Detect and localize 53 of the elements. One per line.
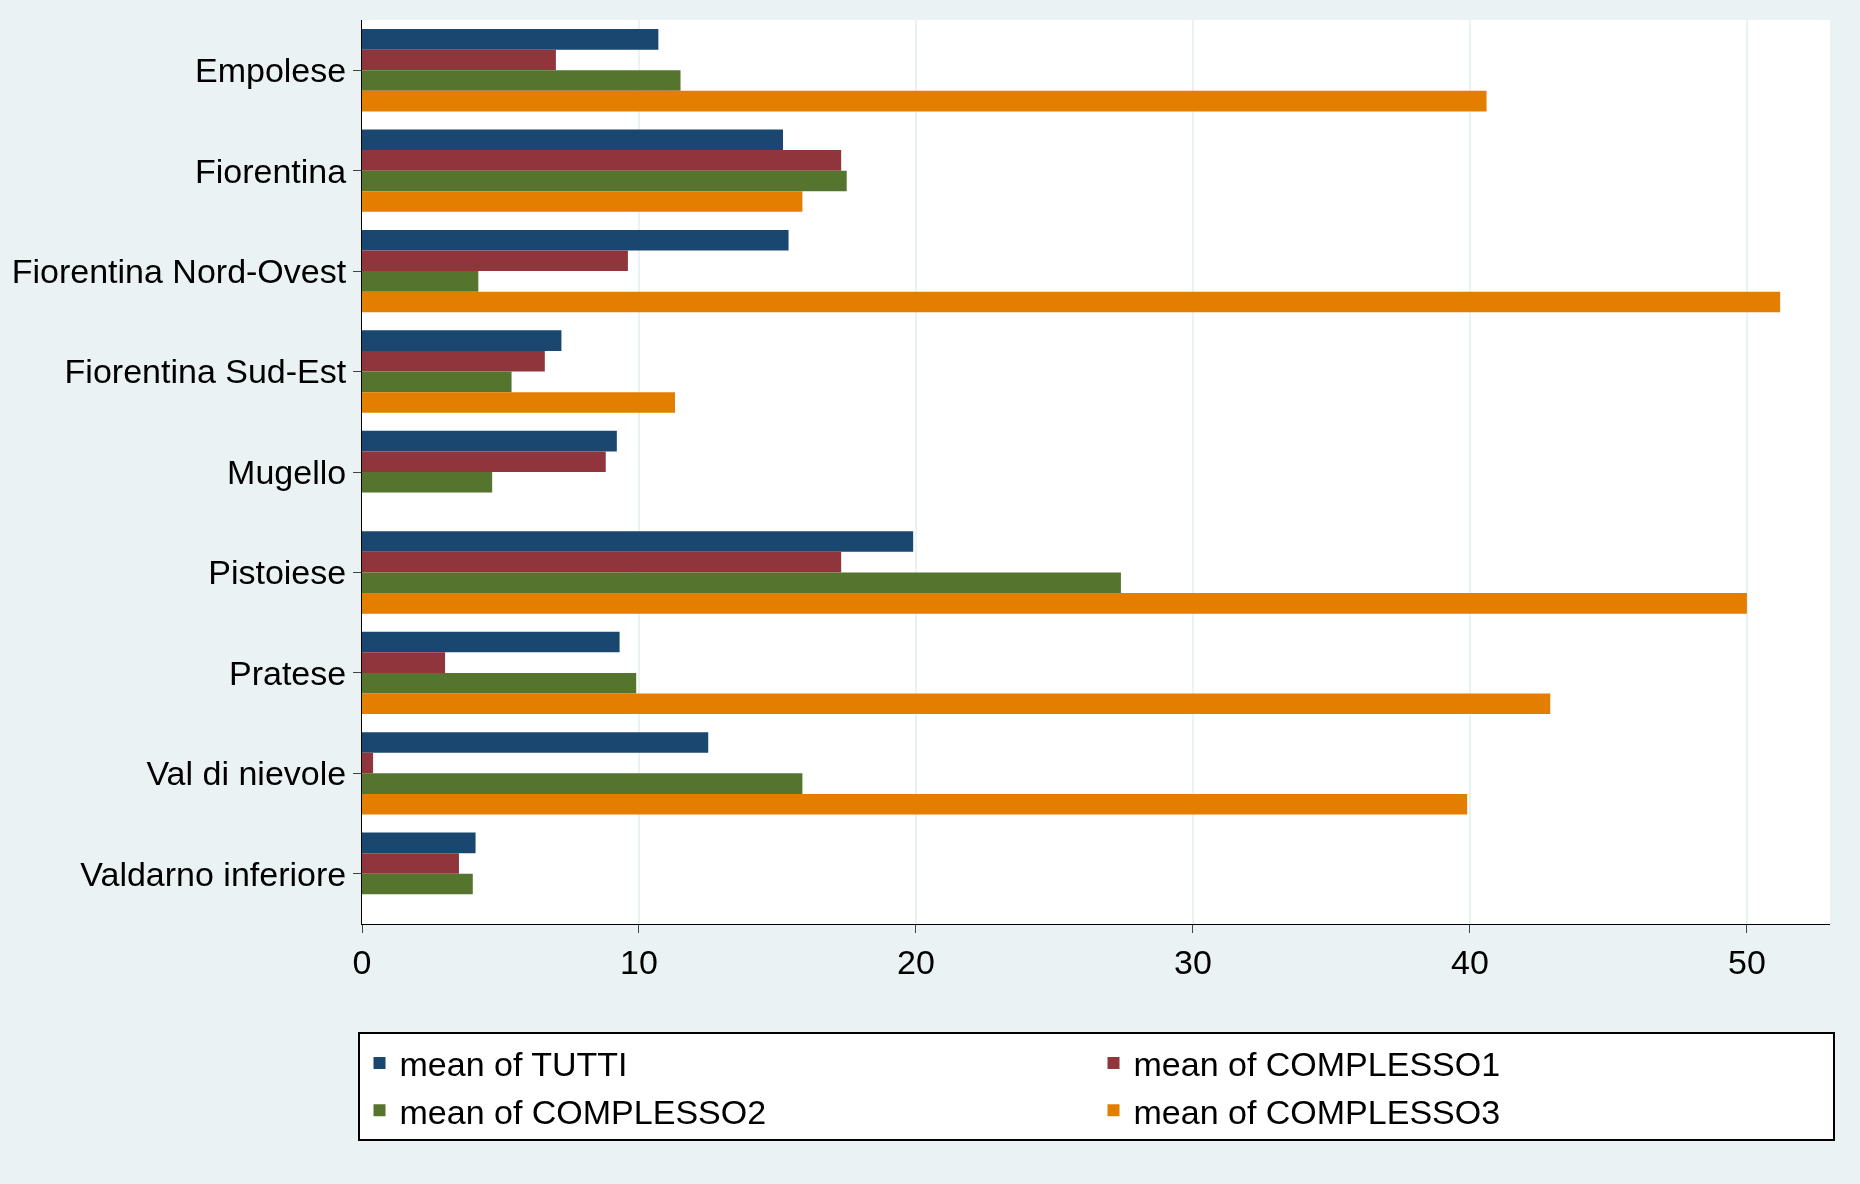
x-tick-label: 0 [352, 942, 372, 981]
bar [362, 170, 847, 192]
y-tick-label: Valdarno inferiore [80, 854, 347, 893]
bar [362, 672, 637, 694]
y-tick-label: Mugello [227, 452, 347, 491]
bar [362, 129, 784, 151]
x-tick-label: 20 [897, 942, 935, 981]
x-tick-label: 10 [620, 942, 658, 981]
x-tick-label: 50 [1728, 942, 1766, 981]
bar [362, 29, 659, 50]
bar [362, 330, 562, 351]
bar [362, 793, 1468, 815]
bar [362, 90, 1487, 112]
bar [362, 531, 914, 552]
bar [362, 250, 628, 272]
bar [362, 49, 556, 71]
bar [362, 271, 479, 292]
bar [362, 693, 1551, 715]
bar [362, 229, 789, 251]
legend-label: mean of COMPLESSO2 [399, 1092, 767, 1131]
bar [362, 371, 512, 393]
bar [362, 70, 681, 91]
bar [362, 832, 476, 854]
y-tick-label: Fiorentina Sud-Est [64, 352, 347, 391]
bar [362, 752, 374, 774]
legend-label: mean of COMPLESSO3 [1133, 1092, 1501, 1131]
y-tick-label: Fiorentina Nord-Ovest [11, 252, 347, 291]
y-tick-label: Pistoiese [208, 553, 347, 592]
y-tick-label: Empolese [195, 51, 347, 90]
x-tick-label: 30 [1174, 942, 1212, 981]
bar [362, 773, 803, 794]
bar [362, 472, 493, 493]
legend-label: mean of COMPLESSO1 [1133, 1045, 1501, 1084]
bar [362, 350, 545, 372]
y-tick-label: Pratese [229, 653, 347, 692]
y-tick-label: Fiorentina [195, 151, 347, 190]
legend-label: mean of TUTTI [399, 1045, 628, 1084]
bar [362, 853, 459, 874]
bar [362, 291, 1781, 313]
bar [362, 191, 803, 212]
bar [362, 873, 473, 895]
bar [362, 593, 1747, 614]
bar [362, 150, 842, 171]
bar [362, 551, 842, 573]
bar [362, 572, 1121, 594]
bar [362, 732, 709, 753]
bar [362, 631, 620, 653]
bar [362, 652, 446, 673]
y-tick-label: Val di nievole [146, 754, 347, 793]
bar [362, 451, 606, 472]
bar [362, 392, 675, 413]
bar [362, 430, 617, 452]
x-tick-label: 40 [1451, 942, 1489, 981]
